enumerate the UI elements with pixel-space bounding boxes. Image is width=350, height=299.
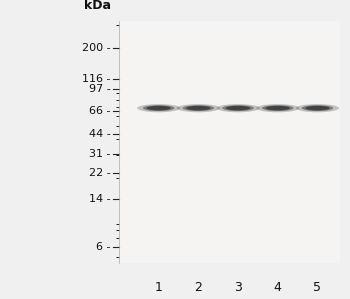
Ellipse shape [137,104,180,112]
Ellipse shape [302,105,333,111]
Ellipse shape [177,104,220,112]
Text: 66 -: 66 - [90,106,111,116]
Text: 97 -: 97 - [89,84,111,94]
Ellipse shape [226,106,250,110]
Text: 5: 5 [314,281,321,294]
Ellipse shape [296,104,339,112]
Text: 4: 4 [274,281,282,294]
Text: 3: 3 [234,281,242,294]
Ellipse shape [217,104,260,112]
Text: 116 -: 116 - [83,74,111,83]
Ellipse shape [147,106,171,110]
Text: 200 -: 200 - [82,43,111,53]
Ellipse shape [143,105,174,111]
Text: 22 -: 22 - [89,168,111,178]
Ellipse shape [183,105,214,111]
Text: kDa: kDa [84,0,111,12]
Text: 2: 2 [195,281,202,294]
Ellipse shape [222,105,254,111]
Text: 44 -: 44 - [89,129,111,139]
Ellipse shape [256,104,299,112]
Text: 31 -: 31 - [90,149,111,158]
Text: 14 -: 14 - [89,194,111,204]
Ellipse shape [186,106,211,110]
Text: 1: 1 [155,281,163,294]
Text: 6 -: 6 - [97,242,111,252]
Ellipse shape [266,106,290,110]
Ellipse shape [262,105,294,111]
Ellipse shape [305,106,330,110]
